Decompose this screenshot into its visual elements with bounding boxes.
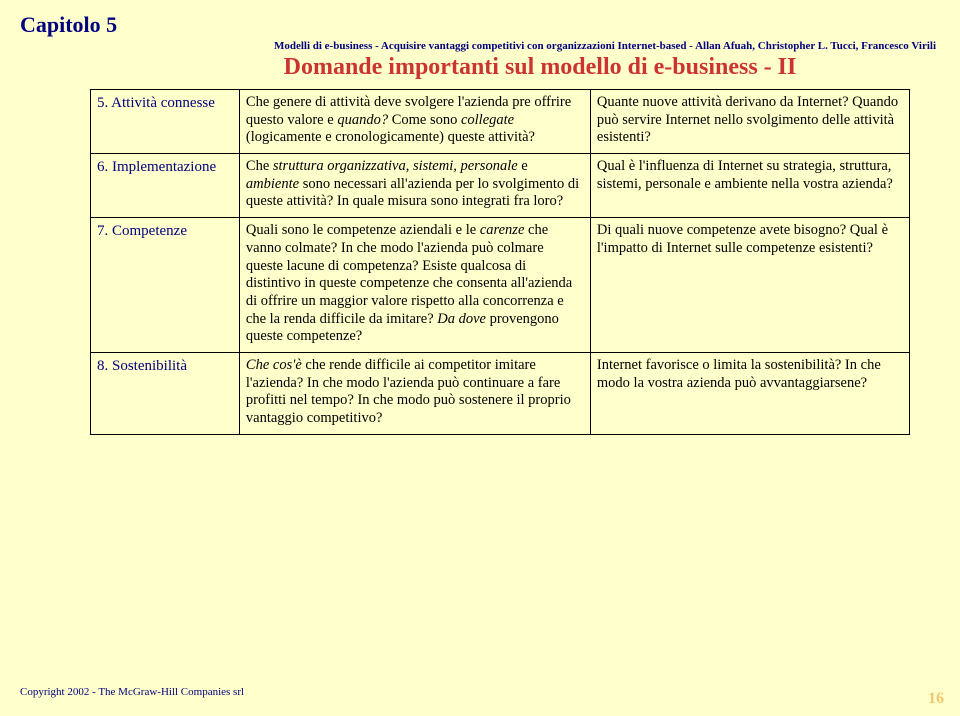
row-label: 6. Implementazione bbox=[91, 154, 240, 218]
table-row: 8. Sostenibilità Che cos'è che rende dif… bbox=[91, 352, 910, 434]
generic-question-cell: Che genere di attività deve svolgere l'a… bbox=[239, 90, 590, 154]
internet-question-cell: Quante nuove attività derivano da Intern… bbox=[590, 90, 909, 154]
row-label: 8. Sostenibilità bbox=[91, 352, 240, 434]
page-number: 16 bbox=[928, 690, 944, 708]
source-reference: Modelli di e-business - Acquisire vantag… bbox=[20, 40, 936, 52]
table-row: 5. Attività connesse Che genere di attiv… bbox=[91, 90, 910, 154]
row-label: 5. Attività connesse bbox=[91, 90, 240, 154]
table-row: 7. Competenze Quali sono le competenze a… bbox=[91, 218, 910, 353]
generic-question-cell: Quali sono le competenze aziendali e le … bbox=[239, 218, 590, 353]
internet-question-cell: Qual è l'influenza di Internet su strate… bbox=[590, 154, 909, 218]
row-label: 7. Competenze bbox=[91, 218, 240, 353]
internet-question-cell: Internet favorisce o limita la sostenibi… bbox=[590, 352, 909, 434]
copyright-notice: Copyright 2002 - The McGraw-Hill Compani… bbox=[20, 686, 244, 698]
table-row: 6. Implementazione Che struttura organiz… bbox=[91, 154, 910, 218]
generic-question-cell: Che cos'è che rende difficile ai competi… bbox=[239, 352, 590, 434]
page-title: Domande importanti sul modello di e-busi… bbox=[140, 54, 940, 81]
chapter-label: Capitolo 5 bbox=[20, 12, 940, 38]
slide-page: Capitolo 5 Modelli di e-business - Acqui… bbox=[0, 0, 960, 716]
questions-table: 5. Attività connesse Che genere di attiv… bbox=[90, 89, 910, 435]
internet-question-cell: Di quali nuove competenze avete bisogno?… bbox=[590, 218, 909, 353]
generic-question-cell: Che struttura organizzativa, sistemi, pe… bbox=[239, 154, 590, 218]
